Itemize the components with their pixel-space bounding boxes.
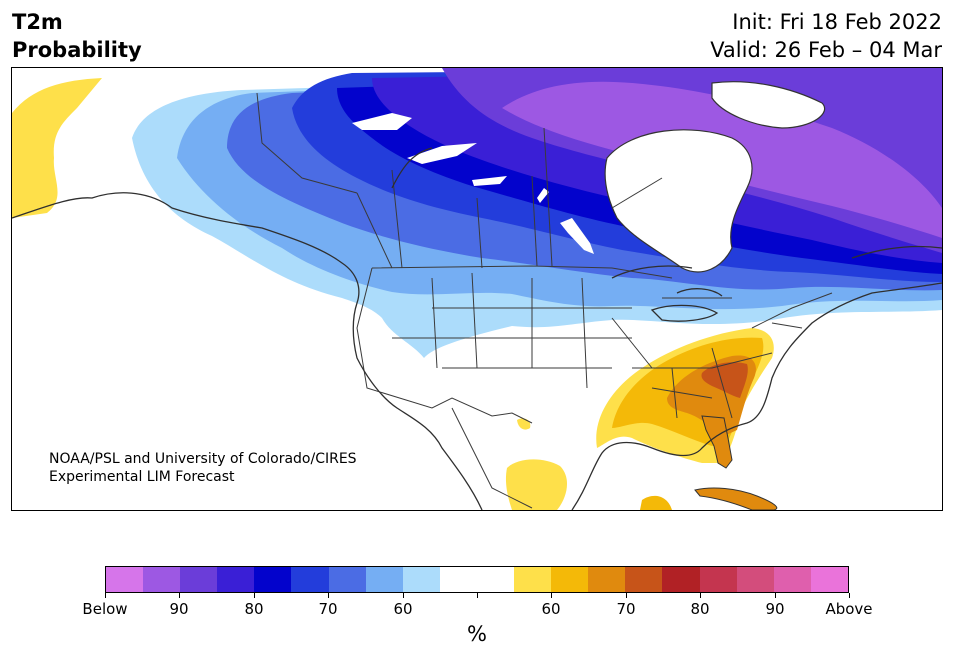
title-line-1: T2m (12, 10, 63, 34)
colorbar-cell (291, 567, 329, 592)
colorbar-tick (179, 593, 180, 598)
colorbar-cell (773, 567, 811, 592)
colorbar-cell (514, 567, 552, 592)
colorbar-tick (254, 593, 255, 598)
colorbar-tick (403, 593, 404, 598)
colorbar-tick-label: 60 (393, 600, 413, 618)
colorbar-tick-label: 80 (690, 600, 710, 618)
colorbar-tick (626, 593, 627, 598)
reindeer-lake (537, 188, 549, 203)
great-slave-lake (407, 143, 477, 164)
map-title: T2m Probability (12, 8, 142, 64)
title-line-2: Probability (12, 38, 142, 62)
colorbar-cell (143, 567, 181, 592)
florida (701, 415, 733, 469)
probability-colorbar (105, 566, 849, 593)
colorbar-tick-label: 70 (616, 600, 636, 618)
coastlines (12, 147, 942, 510)
map-svg (12, 68, 942, 510)
colorbar-cell (662, 567, 700, 592)
colorbar-cell (439, 567, 477, 592)
valid-range: Valid: 26 Feb – 04 Mar (710, 38, 942, 62)
mexico-above-65 (640, 495, 672, 510)
colorbar-tick (775, 593, 776, 598)
colorbar-cell (328, 567, 366, 592)
colorbar-cell (402, 567, 440, 592)
colorbar-tick-label: 60 (541, 600, 561, 618)
cuba (694, 487, 778, 510)
colorbar-tick-label: 70 (318, 600, 338, 618)
colorbar-cell (476, 567, 515, 592)
great-bear-lake (352, 113, 412, 130)
band-above-75 (701, 362, 748, 398)
alaska-above-60 (12, 78, 102, 218)
colorbar-cell (736, 567, 774, 592)
colorbar-tick-label: Above (825, 600, 873, 618)
lake-athabasca (472, 176, 507, 186)
hudson-bay (604, 129, 753, 273)
colorbar-cell (106, 567, 144, 592)
colorbar-cell (365, 567, 403, 592)
colorbar-tick-label: 80 (244, 600, 264, 618)
credit-line-2: Experimental LIM Forecast (49, 469, 235, 485)
init-date: Init: Fri 18 Feb 2022 (732, 10, 942, 34)
lake-winnipeg (560, 218, 594, 254)
colorbar-cell (217, 567, 255, 592)
colorbar-tick (477, 593, 478, 598)
colorbar-tick-label: 90 (765, 600, 785, 618)
colorbar-tick (551, 593, 552, 598)
mexico-above-60 (505, 459, 568, 510)
colorbar-unit: % (467, 622, 487, 646)
political-borders (256, 92, 833, 509)
texas-above-60 (517, 418, 531, 430)
colorbar-tick (849, 593, 850, 598)
credit-line-1: NOAA/PSL and University of Colorado/CIRE… (49, 451, 357, 467)
colorbar-cell (180, 567, 218, 592)
forecast-map (11, 67, 943, 511)
arctic-water (711, 81, 826, 129)
colorbar-cell (588, 567, 626, 592)
colorbar-cell (625, 567, 663, 592)
colorbar-tick (328, 593, 329, 598)
forecast-dates: Init: Fri 18 Feb 2022 Valid: 26 Feb – 04… (710, 8, 942, 64)
colorbar-cell (254, 567, 292, 592)
colorbar-cell (699, 567, 737, 592)
data-credit: NOAA/PSL and University of Colorado/CIRE… (49, 450, 357, 486)
colorbar-cell (551, 567, 589, 592)
colorbar-tick (105, 593, 106, 598)
colorbar-tick (700, 593, 701, 598)
colorbar-cell (810, 567, 848, 592)
colorbar-tick-label: Below (82, 600, 128, 618)
colorbar-tick-label: 90 (169, 600, 189, 618)
